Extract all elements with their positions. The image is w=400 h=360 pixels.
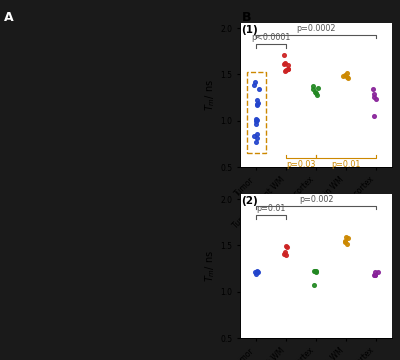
Point: [253, 121, 259, 126]
Point: [282, 60, 288, 66]
Text: p=0.0002: p=0.0002: [296, 24, 336, 33]
Point: [371, 113, 378, 119]
Point: [344, 74, 350, 80]
Y-axis label: $T_{m}$/ ns: $T_{m}$/ ns: [204, 250, 218, 283]
Point: [372, 272, 378, 278]
Point: [340, 73, 346, 78]
Point: [310, 86, 317, 92]
Point: [254, 117, 260, 123]
Point: [371, 94, 378, 99]
Point: [254, 269, 261, 275]
Point: [282, 249, 288, 255]
Point: [311, 268, 318, 274]
Point: [280, 61, 287, 67]
Point: [315, 85, 322, 91]
Point: [285, 66, 291, 72]
Point: [255, 269, 261, 274]
Text: p=0.03: p=0.03: [286, 159, 316, 168]
Point: [342, 234, 349, 240]
Point: [345, 75, 351, 81]
Point: [251, 133, 258, 139]
Point: [371, 91, 377, 97]
Point: [313, 268, 320, 274]
Point: [254, 101, 260, 107]
Point: [313, 92, 320, 98]
Point: [254, 102, 260, 108]
Text: p=0.01: p=0.01: [257, 204, 286, 213]
Point: [373, 96, 379, 102]
Point: [251, 82, 257, 88]
Point: [254, 268, 260, 274]
Point: [345, 235, 351, 241]
Text: p=0.002: p=0.002: [299, 195, 333, 204]
Point: [372, 273, 378, 278]
Text: (2): (2): [242, 196, 258, 206]
Y-axis label: $T_{m}$/ ns: $T_{m}$/ ns: [204, 79, 218, 112]
Point: [344, 70, 350, 76]
Point: [310, 84, 316, 89]
Point: [374, 269, 381, 275]
Text: p<0.0001: p<0.0001: [252, 33, 291, 42]
Text: A: A: [4, 11, 14, 24]
Point: [256, 86, 262, 92]
Point: [312, 89, 318, 95]
Point: [281, 52, 287, 58]
Point: [370, 86, 376, 91]
Point: [281, 251, 287, 257]
Point: [342, 72, 348, 78]
Point: [371, 272, 377, 278]
Point: [284, 244, 290, 250]
Point: [310, 283, 317, 288]
Point: [255, 100, 262, 105]
Text: (1): (1): [242, 25, 258, 35]
Point: [282, 67, 289, 73]
Point: [284, 62, 291, 67]
Point: [344, 241, 350, 247]
Point: [252, 269, 258, 275]
Point: [282, 68, 288, 74]
Point: [253, 97, 260, 103]
Point: [253, 118, 260, 123]
Point: [285, 66, 292, 72]
Point: [283, 244, 289, 249]
Point: [252, 79, 258, 85]
Point: [253, 271, 259, 276]
Text: p=0.01: p=0.01: [331, 159, 360, 168]
Point: [342, 238, 348, 244]
Point: [252, 139, 259, 145]
Point: [312, 269, 319, 275]
Point: [283, 252, 289, 258]
Point: [253, 116, 259, 122]
Text: B: B: [242, 11, 252, 24]
Point: [342, 239, 348, 245]
Point: [372, 269, 378, 275]
Point: [312, 268, 318, 274]
Point: [254, 131, 260, 137]
Point: [313, 90, 320, 95]
Point: [254, 135, 261, 140]
